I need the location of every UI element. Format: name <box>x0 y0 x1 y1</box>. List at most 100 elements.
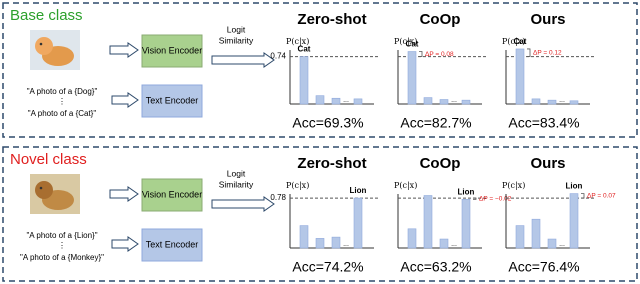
bar <box>569 193 579 249</box>
animal-eye <box>39 186 43 190</box>
bar <box>423 97 433 105</box>
text-encoder-box <box>141 84 203 118</box>
bar-label: Cat <box>298 45 311 54</box>
logit-label: Logit <box>227 24 246 34</box>
bar <box>331 97 341 105</box>
animal-eye <box>39 42 43 46</box>
delta-label: ΔP = 0.12 <box>533 50 562 57</box>
bar-label: Cat <box>406 40 419 49</box>
arrow <box>211 52 275 68</box>
logit-label: Similarity <box>219 35 254 45</box>
delta-label: ΔP = −0.02 <box>479 195 512 202</box>
bar <box>353 98 363 105</box>
bar <box>531 98 541 105</box>
delta-label: ΔP = 0.07 <box>587 193 616 200</box>
arrow <box>109 42 139 58</box>
ellipsis: ... <box>559 97 565 104</box>
bar <box>547 99 557 105</box>
bar <box>315 238 325 249</box>
chart-title: Ours <box>530 11 565 28</box>
vision-encoder-box <box>141 178 203 212</box>
encoder-label: Vision Encoder <box>142 189 202 199</box>
chart-title: Zero-shot <box>297 155 366 172</box>
accuracy: Acc=74.2% <box>292 259 363 275</box>
animal-head <box>35 181 53 199</box>
vision-encoder-box <box>141 34 203 68</box>
sample-image <box>30 174 80 214</box>
prompt: "A photo of a {Lion}" <box>26 231 97 240</box>
encoder-label: Text Encoder <box>146 95 199 105</box>
bar <box>531 218 541 249</box>
bar <box>353 197 363 249</box>
y-axis-label: P(c|x) <box>286 37 309 46</box>
panel-border <box>2 2 638 138</box>
sample-image <box>30 30 80 70</box>
delta-bracket <box>473 197 477 200</box>
arrow <box>111 92 139 108</box>
animal-head <box>35 37 53 55</box>
bar-label: Lion <box>566 182 583 191</box>
chart-title: Zero-shot <box>297 11 366 28</box>
accuracy: Acc=69.3% <box>292 115 363 131</box>
bar <box>407 228 417 249</box>
delta-bracket <box>419 51 423 58</box>
y-axis-label: P(c|x) <box>502 181 525 190</box>
bar <box>461 199 471 249</box>
prompt: ⋮ <box>58 97 66 106</box>
ellipsis: ... <box>451 97 457 104</box>
logit-label: Similarity <box>219 179 254 189</box>
delta-label: ΔP = 0.08 <box>425 51 454 58</box>
encoder-label: Text Encoder <box>146 239 199 249</box>
bar <box>315 95 325 105</box>
y-axis-label: P(c|x) <box>286 181 309 190</box>
ellipsis: ... <box>343 97 349 104</box>
bar <box>547 238 557 249</box>
delta-bracket <box>581 193 585 199</box>
panel-title: Base class <box>10 7 83 24</box>
bar <box>299 56 309 105</box>
y-axis-label: P(c|x) <box>502 37 525 46</box>
accuracy: Acc=76.4% <box>508 259 579 275</box>
ellipsis: ... <box>451 241 457 248</box>
bar <box>439 99 449 105</box>
prompt: "A photo of a {Monkey}" <box>20 253 104 262</box>
arrow <box>211 196 275 212</box>
ellipsis: ... <box>559 241 565 248</box>
threshold-label: 0.78 <box>270 193 286 202</box>
ellipsis: ... <box>343 241 349 248</box>
bar <box>407 51 417 105</box>
bar-label: Cat <box>514 37 527 46</box>
bar <box>515 225 525 249</box>
encoder-label: Vision Encoder <box>142 45 202 55</box>
chart-title: CoOp <box>420 11 461 28</box>
y-axis-label: P(c|x) <box>394 181 417 190</box>
chart-title: Ours <box>530 155 565 172</box>
prompt: "A photo of a {Dog}" <box>27 87 98 96</box>
accuracy: Acc=83.4% <box>508 115 579 131</box>
bar <box>515 48 525 105</box>
bar <box>331 236 341 249</box>
bar-label: Lion <box>350 186 367 195</box>
bar <box>461 99 471 105</box>
panel-border <box>2 146 638 282</box>
bar <box>299 225 309 249</box>
threshold-label: 0.74 <box>270 52 286 61</box>
accuracy: Acc=82.7% <box>400 115 471 131</box>
chart-title: CoOp <box>420 155 461 172</box>
bar <box>439 238 449 249</box>
panel-title: Novel class <box>10 151 87 168</box>
arrow <box>111 236 139 252</box>
text-encoder-box <box>141 228 203 262</box>
prompt: ⋮ <box>58 241 66 250</box>
prompt: "A photo of a {Cat}" <box>28 109 97 118</box>
bar <box>423 195 433 249</box>
logit-label: Logit <box>227 168 246 178</box>
bar <box>569 100 579 105</box>
panel: Novel class "A photo of a {Lion}"⋮ "A phot… <box>2 146 638 282</box>
y-axis-label: P(c|x) <box>394 37 417 46</box>
delta-bracket <box>527 48 531 58</box>
accuracy: Acc=63.2% <box>400 259 471 275</box>
panel: Base class "A photo of a {Dog}"⋮ "A photo … <box>2 2 638 138</box>
arrow <box>109 186 139 202</box>
